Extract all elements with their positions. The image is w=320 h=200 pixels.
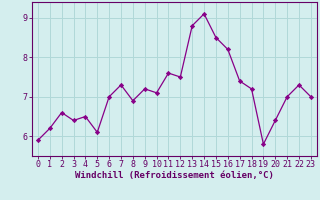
X-axis label: Windchill (Refroidissement éolien,°C): Windchill (Refroidissement éolien,°C) [75,171,274,180]
